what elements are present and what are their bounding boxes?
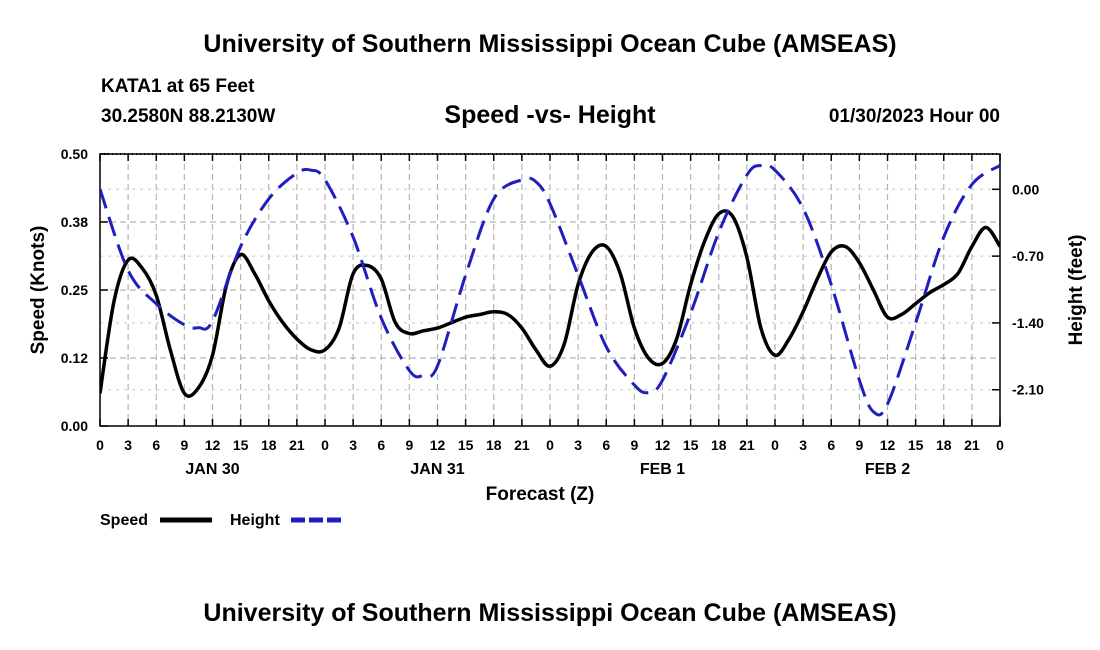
footer-title: University of Southern Mississippi Ocean… [203,599,897,627]
x-tick-label: 18 [486,437,502,453]
coordinates-label: 30.2580N 88.2130W [101,106,276,127]
x-tick-label: 6 [827,437,835,453]
right-axis-title: Height (feet) [1066,235,1087,346]
legend-height-label: Height [230,512,280,529]
x-tick-label: 9 [405,437,413,453]
x-tick-label: 18 [711,437,727,453]
x-tick-label: 15 [683,437,699,453]
x-tick-label: 15 [458,437,474,453]
left-tick-label: 0.25 [61,282,88,298]
chart-subtitle: Speed -vs- Height [444,101,656,129]
x-tick-label: 6 [152,437,160,453]
right-tick-label: -1.40 [1012,315,1044,331]
x-tick-label: 3 [574,437,582,453]
x-tick-label: 18 [936,437,952,453]
day-label: FEB 1 [640,461,685,478]
speed-series-line [100,209,1000,398]
x-tick-label: 3 [124,437,132,453]
x-tick-label: 3 [799,437,807,453]
right-tick-label: 0.00 [1012,181,1039,197]
x-tick-label: 15 [233,437,249,453]
x-tick-label: 0 [321,437,329,453]
left-tick-label: 0.00 [61,418,88,434]
x-tick-label: 3 [349,437,357,453]
left-tick-label: 0.12 [61,350,88,366]
x-tick-label: 21 [289,437,305,453]
right-tick-label: -0.70 [1012,248,1044,264]
day-label: JAN 30 [185,461,239,478]
left-tick-label: 0.50 [61,146,88,162]
x-tick-label: 21 [514,437,530,453]
x-tick-label: 6 [602,437,610,453]
main-title: University of Southern Mississippi Ocean… [203,30,897,58]
x-tick-label: 21 [964,437,980,453]
left-axis-title: Speed (Knots) [28,226,49,355]
x-tick-label: 9 [855,437,863,453]
day-label: JAN 31 [410,461,464,478]
x-tick-label: 0 [771,437,779,453]
right-tick-label: -2.10 [1012,382,1044,398]
x-tick-label: 9 [630,437,638,453]
legend-speed-label: Speed [100,512,148,529]
x-tick-label: 12 [430,437,446,453]
x-tick-label: 15 [908,437,924,453]
x-tick-label: 0 [996,437,1004,453]
forecast-date: 01/30/2023 Hour 00 [828,106,1000,127]
x-tick-label: 12 [880,437,896,453]
x-tick-label: 9 [180,437,188,453]
station-label: KATA1 at 65 Feet [101,76,255,97]
day-label: FEB 2 [865,461,910,478]
x-tick-label: 12 [205,437,221,453]
x-tick-label: 21 [739,437,755,453]
x-tick-label: 0 [96,437,104,453]
x-tick-label: 0 [546,437,554,453]
x-tick-label: 18 [261,437,277,453]
left-tick-label: 0.38 [61,214,88,230]
x-axis-title: Forecast (Z) [486,484,595,505]
x-tick-label: 12 [655,437,671,453]
x-tick-label: 6 [377,437,385,453]
